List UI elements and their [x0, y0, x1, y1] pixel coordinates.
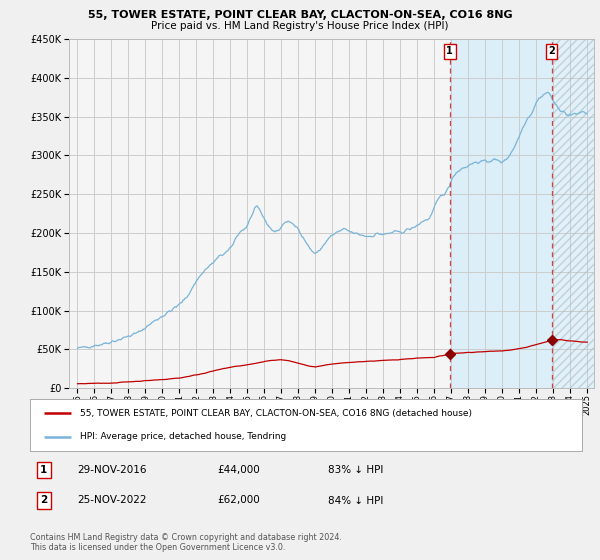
Bar: [551, 39, 596, 388]
Text: 25-NOV-2022: 25-NOV-2022: [77, 496, 146, 506]
Text: This data is licensed under the Open Government Licence v3.0.: This data is licensed under the Open Gov…: [30, 543, 286, 552]
Text: £44,000: £44,000: [218, 465, 260, 475]
Text: Contains HM Land Registry data © Crown copyright and database right 2024.: Contains HM Land Registry data © Crown c…: [30, 533, 342, 542]
Text: 1: 1: [446, 46, 453, 56]
Text: 2: 2: [40, 496, 47, 506]
Text: 83% ↓ HPI: 83% ↓ HPI: [328, 465, 383, 475]
Text: HPI: Average price, detached house, Tendring: HPI: Average price, detached house, Tend…: [80, 432, 286, 441]
Bar: [450, 39, 551, 388]
Text: 2: 2: [548, 46, 555, 56]
Text: 55, TOWER ESTATE, POINT CLEAR BAY, CLACTON-ON-SEA, CO16 8NG: 55, TOWER ESTATE, POINT CLEAR BAY, CLACT…: [88, 10, 512, 20]
Text: 1: 1: [40, 465, 47, 475]
Text: Price paid vs. HM Land Registry's House Price Index (HPI): Price paid vs. HM Land Registry's House …: [151, 21, 449, 31]
Bar: [551, 39, 596, 388]
Text: 29-NOV-2016: 29-NOV-2016: [77, 465, 146, 475]
Text: 84% ↓ HPI: 84% ↓ HPI: [328, 496, 383, 506]
Text: £62,000: £62,000: [218, 496, 260, 506]
Text: 55, TOWER ESTATE, POINT CLEAR BAY, CLACTON-ON-SEA, CO16 8NG (detached house): 55, TOWER ESTATE, POINT CLEAR BAY, CLACT…: [80, 409, 472, 418]
